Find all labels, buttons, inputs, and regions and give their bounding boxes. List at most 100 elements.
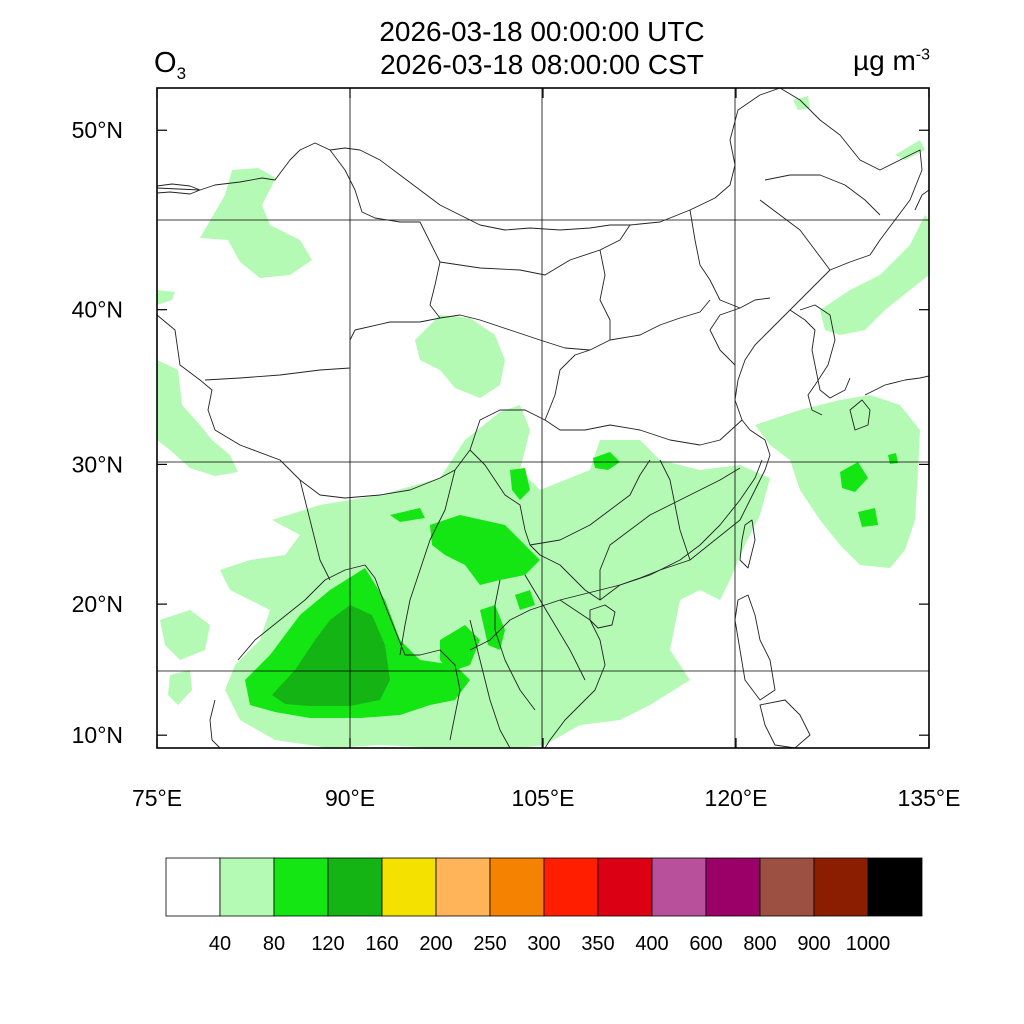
laos-border [494,579,536,711]
philippines-north [734,594,776,701]
province-line-j [689,209,741,309]
colorbar-label: 900 [797,933,830,955]
o3-region-japan-spot-c [888,453,898,464]
province-line-i [599,249,611,340]
o3-region-northeast-band [820,215,929,335]
o3-region-japan-sea [755,395,920,568]
lon-label: 105°E [512,785,575,811]
china-border-west [157,314,471,499]
lon-label: 90°E [325,785,375,811]
lat-label: 40°N [72,297,123,323]
axis-ticks [156,88,930,748]
province-line-e [599,467,741,600]
colorbar-swatch [543,857,599,917]
province-line-f [529,459,651,546]
taiwan-island [739,519,756,569]
colorbar-label: 800 [743,933,776,955]
colorbar-label: 1000 [846,933,891,955]
mongolia-border [329,147,630,231]
china-border-northeast [779,88,923,256]
lat-label: 10°N [72,722,123,748]
lat-label: 50°N [72,117,123,143]
province-line-a [354,314,591,351]
province-line-l [764,174,881,216]
colorbar-swatch [651,857,707,917]
japan-kyushu [849,399,871,431]
colorbar [165,857,923,917]
species-label: O3 [154,47,186,84]
species-subscript: 3 [176,63,187,83]
o3-region-qinghai [415,315,505,398]
colorbar-swatch [327,857,383,917]
o3-region-guizhou [510,468,530,500]
o3-region-hubei [593,452,620,470]
unit-label: µg m-3 [853,45,930,77]
o3-region-japan-spot-a [840,462,868,492]
colorbar-swatch [759,857,815,917]
colorbar-swatch [219,857,275,917]
bay-of-bengal-coast [237,564,461,741]
colorbar-swatch [867,857,923,917]
o3-region-west-band [157,360,238,476]
province-line-c [469,409,743,451]
lon-label: 75°E [132,785,182,811]
india-border [299,479,331,581]
graticule [157,88,929,748]
lon-label: 120°E [705,785,768,811]
bohai-coast [709,297,771,366]
colorbar-label: 160 [365,933,398,955]
o3-region-india-west [160,610,210,660]
o3-region-sichuan [430,515,540,585]
colorbar-swatch [705,857,761,917]
boundaries [157,88,929,748]
colorbar-label: 300 [527,933,560,955]
o3-region-tibet-east [390,508,425,522]
colorbar-label: 80 [263,933,285,955]
philippines-south [759,699,811,748]
lat-label: 20°N [72,591,123,617]
thailand-border [469,619,511,748]
title-cst: 2026-03-18 08:00:00 CST [380,49,704,80]
colorbar-swatch [273,857,329,917]
china-south-coast [559,459,763,601]
species-base: O [154,47,177,79]
colorbar-swatch [489,857,545,917]
o3-region-northeast-top [895,140,925,160]
india-coast-west [209,699,221,748]
o3-region-yunnan-spot [515,590,535,610]
colorbar-label: 40 [209,933,231,955]
colorbar-swatch [165,857,221,917]
o3-region-bengal-core [272,605,390,706]
o3-region-northwest [200,168,312,278]
map-area [157,88,929,748]
o3-region-india-south [168,670,192,705]
colorbar-swatch [813,857,869,917]
lon-label: 135°E [898,785,961,811]
colorbar-label: 400 [635,933,668,955]
hainan-island [589,604,616,629]
o3-120-160-regions [272,605,390,706]
china-border-southwest [469,419,771,601]
lat-label: 30°N [72,451,123,477]
province-line-k [759,199,831,271]
colorbar-label: 350 [581,933,614,955]
colorbar-swatch [435,857,491,917]
japan-honshu [864,375,929,396]
balkhash-lake [157,183,201,195]
myanmar-border [399,469,456,656]
province-line-b [204,329,356,381]
unit-superscript: -3 [915,46,930,64]
sakhalin-edge [914,189,929,211]
colorbar-label: 120 [311,933,344,955]
province-line-h [429,261,441,319]
vietnam-border [524,574,586,681]
korea-border [789,254,871,399]
colorbar-label: 200 [419,933,452,955]
colorbar-labels: 40 80 120 160 200 250 300 350 400 600 800 900 1000 [209,933,890,955]
unit-base: µg m [852,45,916,76]
o3-region-japan-spot-b [858,508,878,527]
o3-region-manchuria [793,96,810,110]
o3-region-laos [480,605,505,650]
o3-region-west-edge [157,290,175,305]
